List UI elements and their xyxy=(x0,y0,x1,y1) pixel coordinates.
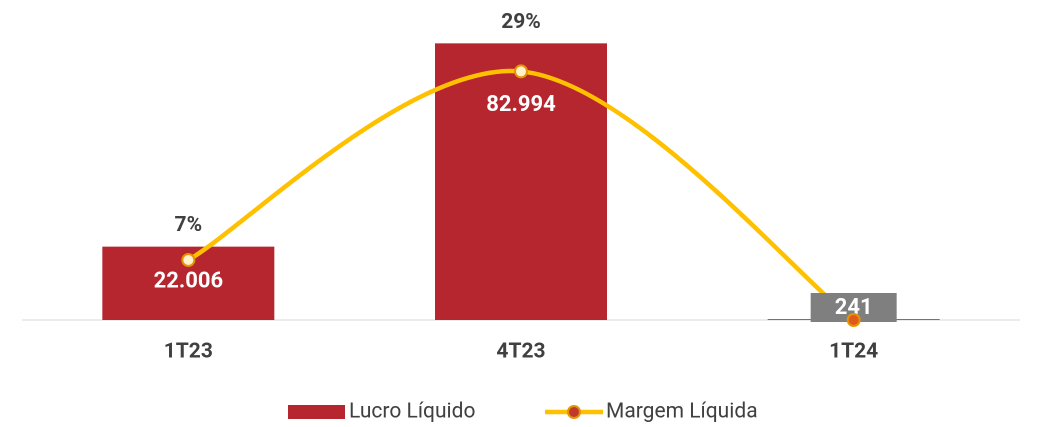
line-value-label: 29% xyxy=(501,10,541,34)
line-marker xyxy=(846,313,861,327)
x-tick-label: 1T24 xyxy=(829,340,878,364)
line-marker xyxy=(514,64,528,79)
x-tick-label: 4T23 xyxy=(496,340,545,364)
legend-label: Margem Líquida xyxy=(606,400,758,424)
x-tick-label: 1T23 xyxy=(164,340,213,364)
line-marker xyxy=(181,253,196,267)
bar xyxy=(435,43,607,320)
bar-value-label: 82.994 xyxy=(486,92,556,117)
legend-marker xyxy=(567,405,581,419)
legend-label: Lucro Líquido xyxy=(349,400,475,424)
legend-swatch xyxy=(288,405,345,419)
bar-value-label: 22.006 xyxy=(154,268,224,293)
line-value-label: 7% xyxy=(175,213,203,237)
